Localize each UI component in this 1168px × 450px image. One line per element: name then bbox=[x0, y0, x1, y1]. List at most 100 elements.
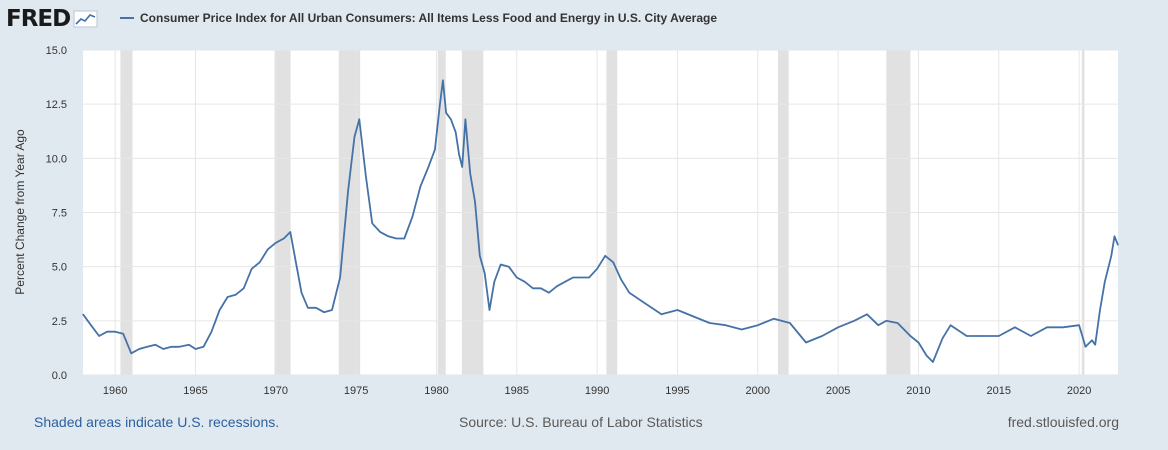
data-point bbox=[323, 311, 325, 313]
data-point bbox=[1078, 324, 1080, 326]
x-tick-label: 1985 bbox=[505, 385, 529, 397]
data-point bbox=[516, 276, 518, 279]
data-point bbox=[588, 276, 590, 279]
data-point bbox=[194, 348, 197, 350]
data-point bbox=[479, 255, 481, 257]
x-tick-label: 2000 bbox=[746, 385, 770, 397]
data-point bbox=[122, 333, 124, 335]
data-point bbox=[474, 201, 476, 203]
y-tick-label: 10.0 bbox=[46, 153, 67, 165]
data-point bbox=[1030, 335, 1032, 337]
data-point bbox=[1062, 326, 1064, 328]
data-point bbox=[741, 328, 743, 331]
data-point bbox=[564, 281, 566, 283]
data-point bbox=[82, 313, 84, 315]
data-point bbox=[508, 266, 510, 268]
data-point bbox=[188, 344, 190, 346]
x-tick-label: 2020 bbox=[1067, 385, 1091, 397]
data-point bbox=[130, 352, 132, 354]
data-point bbox=[580, 276, 582, 279]
data-point bbox=[283, 237, 285, 240]
data-point bbox=[296, 266, 298, 268]
data-point bbox=[1014, 326, 1016, 328]
data-point bbox=[1099, 309, 1101, 311]
series-legend[interactable]: Consumer Price Index for All Urban Consu… bbox=[120, 11, 717, 25]
fred-logo[interactable]: FRED bbox=[6, 6, 99, 32]
data-point bbox=[365, 175, 367, 177]
data-point bbox=[660, 313, 662, 315]
data-point bbox=[387, 235, 389, 237]
data-point bbox=[226, 296, 229, 298]
data-point bbox=[162, 348, 164, 350]
data-point bbox=[315, 307, 317, 309]
data-point bbox=[1084, 346, 1087, 348]
data-point bbox=[138, 348, 140, 350]
data-point bbox=[644, 302, 646, 305]
data-point bbox=[300, 292, 303, 294]
data-point bbox=[837, 326, 839, 328]
data-point bbox=[218, 309, 221, 311]
data-point bbox=[235, 294, 237, 296]
data-point bbox=[493, 281, 495, 283]
data-point bbox=[146, 346, 148, 348]
data-point bbox=[692, 315, 695, 318]
data-point bbox=[267, 248, 269, 250]
trend-graph-icon bbox=[73, 10, 98, 28]
data-point bbox=[885, 320, 887, 322]
data-point bbox=[445, 112, 447, 114]
data-point bbox=[379, 231, 381, 233]
data-point bbox=[202, 346, 205, 348]
data-point bbox=[676, 309, 679, 311]
data-point bbox=[243, 287, 245, 289]
y-tick-label: 7.5 bbox=[52, 208, 67, 220]
data-point bbox=[949, 324, 952, 326]
x-tick-label: 1970 bbox=[264, 385, 288, 397]
data-point bbox=[1117, 244, 1119, 246]
data-point bbox=[1091, 339, 1093, 341]
data-point bbox=[427, 166, 430, 168]
data-point bbox=[620, 279, 622, 281]
data-point bbox=[789, 322, 791, 324]
data-point bbox=[708, 322, 711, 324]
y-tick-label: 15.0 bbox=[46, 45, 67, 57]
x-tick-label: 2015 bbox=[987, 385, 1011, 397]
fred-logo-text: FRED bbox=[6, 6, 71, 32]
data-point bbox=[488, 309, 491, 311]
data-point bbox=[442, 79, 444, 81]
site-url[interactable]: fred.stlouisfed.org bbox=[1007, 414, 1119, 430]
data-point bbox=[403, 237, 405, 240]
data-point bbox=[251, 268, 253, 270]
data-point bbox=[275, 242, 277, 244]
data-point bbox=[455, 131, 457, 133]
data-point bbox=[805, 341, 807, 344]
data-point bbox=[210, 331, 213, 333]
x-tick-label: 1980 bbox=[424, 385, 448, 397]
data-point bbox=[114, 331, 116, 333]
recession-note[interactable]: Shaded areas indicate U.S. recessions. bbox=[34, 414, 280, 430]
data-point bbox=[612, 261, 614, 263]
data-point bbox=[259, 261, 261, 263]
data-point bbox=[917, 341, 920, 344]
data-point bbox=[307, 307, 309, 309]
data-point bbox=[90, 324, 92, 326]
data-point bbox=[773, 318, 775, 320]
data-point bbox=[170, 346, 172, 348]
y-axis-label: Percent Change from Year Ago bbox=[13, 129, 27, 295]
gridlines bbox=[83, 49, 1118, 376]
y-tick-label: 12.5 bbox=[46, 99, 67, 111]
chart-title: Consumer Price Index for All Urban Consu… bbox=[140, 11, 718, 25]
data-point bbox=[154, 344, 156, 346]
data-point bbox=[458, 153, 460, 155]
data-point bbox=[464, 118, 466, 120]
data-point bbox=[540, 287, 542, 289]
data-point bbox=[339, 276, 341, 279]
data-point bbox=[596, 268, 598, 270]
data-point bbox=[877, 324, 879, 326]
legend-swatch bbox=[120, 17, 134, 19]
data-point bbox=[178, 346, 180, 348]
data-point bbox=[821, 335, 823, 337]
data-point bbox=[411, 216, 413, 218]
data-point bbox=[941, 337, 944, 339]
series-group bbox=[82, 79, 1119, 363]
